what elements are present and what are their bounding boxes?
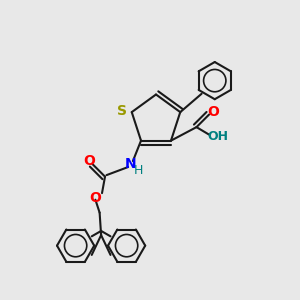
Text: O: O xyxy=(207,105,219,119)
Text: S: S xyxy=(117,103,127,118)
Text: H: H xyxy=(134,164,144,176)
Text: O: O xyxy=(83,154,95,168)
Text: OH: OH xyxy=(207,130,228,142)
Text: N: N xyxy=(125,157,136,171)
Text: O: O xyxy=(89,190,101,205)
